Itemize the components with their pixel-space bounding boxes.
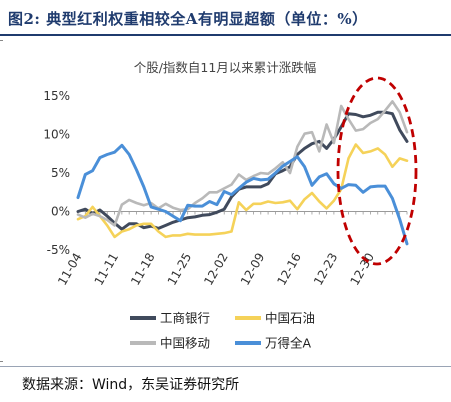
- margin-tick: [0, 40, 3, 41]
- margin-tick: [0, 361, 3, 362]
- y-axis: -5% 0% 5% 10% 15%: [43, 89, 70, 257]
- y-tick-label: 10%: [43, 128, 70, 142]
- header-rule: [0, 34, 451, 36]
- series-line-1: [76, 143, 409, 239]
- legend-label: 工商银行: [160, 311, 210, 326]
- series-line-2: [76, 100, 409, 227]
- y-tick-label: -5%: [47, 243, 70, 257]
- legend-label: 中国石油: [265, 311, 315, 326]
- figure-title: 图2: 典型红利权重相较全A有明显超额（单位：%）: [8, 8, 368, 29]
- line-chart: 个股/指数自11月以来累计涨跌幅 -5% 0% 5% 10% 15% 11-04 11-1…: [43, 60, 418, 351]
- y-tick-label: 15%: [43, 89, 70, 103]
- highlight-ellipse: [336, 76, 418, 266]
- x-axis: 11-04 11-11 11-18 11-25 12-02 12-09 12-16 12-23…: [55, 211, 408, 288]
- source-label: 数据来源：: [22, 377, 92, 393]
- y-tick-label: 0%: [51, 205, 70, 219]
- legend-label: 万得全A: [265, 336, 312, 351]
- x-tick-label: 12-30: [347, 251, 377, 288]
- x-tick-label: 12-09: [238, 251, 268, 288]
- y-tick-label: 5%: [51, 166, 70, 180]
- x-tick-label: 11-11: [92, 251, 122, 288]
- source-text: Wind，东吴证券研究所: [92, 377, 240, 393]
- x-tick-label: 12-02: [201, 251, 231, 288]
- x-tick-label: 12-16: [274, 251, 304, 288]
- series-layer: [76, 100, 409, 246]
- x-tick-label: 12-23: [311, 251, 341, 288]
- x-tick-label: 11-18: [128, 251, 158, 288]
- legend-label: 中国移动: [160, 336, 210, 351]
- data-source: 数据来源：Wind，东吴证券研究所: [22, 374, 239, 394]
- footer-rule: [0, 366, 451, 367]
- chart-title: 个股/指数自11月以来累计涨跌幅: [134, 60, 317, 75]
- figure-title-text: 典型红利权重相较全A有明显超额（单位：%）: [46, 10, 368, 28]
- x-tick-label: 11-25: [165, 251, 195, 288]
- series-line-0: [76, 110, 409, 231]
- figure-label: 图2:: [8, 10, 41, 28]
- figure-header: 图2: 典型红利权重相较全A有明显超额（单位：%）: [0, 0, 451, 36]
- series-line-3: [76, 143, 409, 246]
